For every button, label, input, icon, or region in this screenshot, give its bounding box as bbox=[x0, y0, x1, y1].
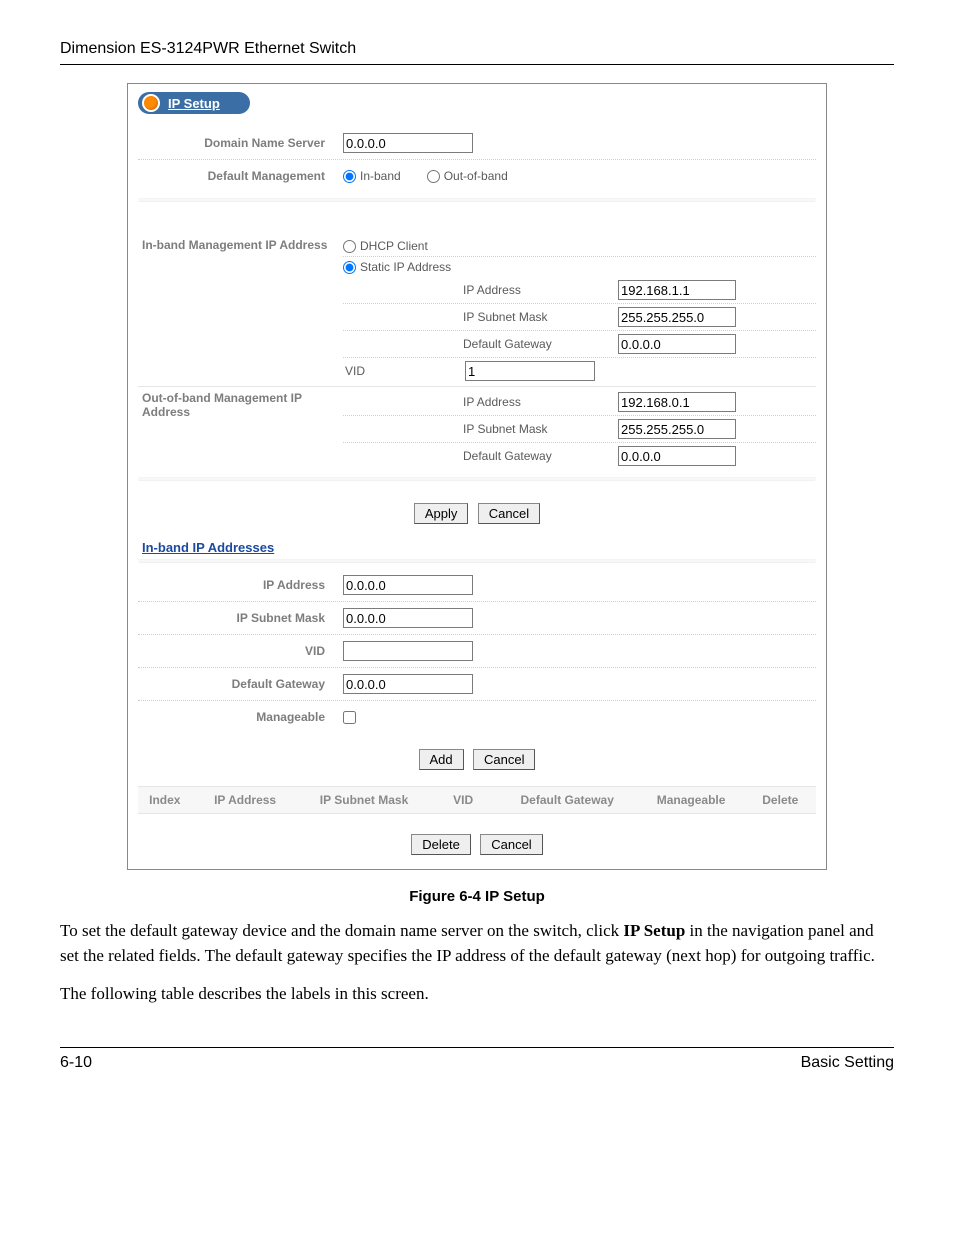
divider bbox=[138, 559, 816, 563]
radio-in-band-label: In-band bbox=[360, 169, 401, 183]
inband-ip-label: IP Address bbox=[463, 283, 618, 297]
th-index: Index bbox=[144, 793, 186, 807]
inband-addresses-title: In-band IP Addresses bbox=[128, 534, 826, 559]
addr-manageable-checkbox[interactable] bbox=[343, 711, 356, 724]
address-table-header: Index IP Address IP Subnet Mask VID Defa… bbox=[138, 786, 816, 814]
inband-vid-input[interactable] bbox=[465, 361, 595, 381]
th-delete: Delete bbox=[751, 793, 810, 807]
oob-ip-label: IP Address bbox=[463, 395, 618, 409]
inband-mask-input[interactable] bbox=[618, 307, 736, 327]
add-button[interactable]: Add bbox=[419, 749, 464, 770]
figure-caption: Figure 6-4 IP Setup bbox=[60, 888, 894, 905]
apply-button[interactable]: Apply bbox=[414, 503, 469, 524]
th-vid: VID bbox=[433, 793, 492, 807]
oob-gw-label: Default Gateway bbox=[463, 449, 618, 463]
th-gw: Default Gateway bbox=[503, 793, 632, 807]
radio-dhcp-label: DHCP Client bbox=[360, 239, 428, 253]
oob-mask-label: IP Subnet Mask bbox=[463, 422, 618, 436]
addr-vid-input[interactable] bbox=[343, 641, 473, 661]
oob-ip-input[interactable] bbox=[618, 392, 736, 412]
dns-input[interactable] bbox=[343, 133, 473, 153]
radio-static-input[interactable] bbox=[343, 261, 356, 274]
radio-static-label: Static IP Address bbox=[360, 260, 451, 274]
addr-gw-input[interactable] bbox=[343, 674, 473, 694]
para1-bold: IP Setup bbox=[623, 921, 685, 940]
cancel-button-3[interactable]: Cancel bbox=[480, 834, 542, 855]
dns-label: Domain Name Server bbox=[138, 136, 343, 150]
inband-gw-label: Default Gateway bbox=[463, 337, 618, 351]
th-mask: IP Subnet Mask bbox=[305, 793, 424, 807]
default-mgmt-label: Default Management bbox=[138, 169, 343, 183]
radio-static-ip[interactable]: Static IP Address bbox=[343, 260, 451, 274]
divider bbox=[138, 477, 816, 481]
oob-mgmt-label: Out-of-band Management IP Address bbox=[138, 389, 343, 419]
radio-out-of-band-label: Out-of-band bbox=[444, 169, 508, 183]
divider bbox=[138, 198, 816, 202]
body-paragraph-2: The following table describes the labels… bbox=[60, 982, 894, 1007]
radio-dhcp-input[interactable] bbox=[343, 240, 356, 253]
doc-header: Dimension ES-3124PWR Ethernet Switch bbox=[60, 40, 894, 65]
body-paragraph-1: To set the default gateway device and th… bbox=[60, 919, 894, 968]
radio-out-of-band[interactable]: Out-of-band bbox=[427, 169, 508, 183]
addr-mask-input[interactable] bbox=[343, 608, 473, 628]
addr-ip-label: IP Address bbox=[138, 578, 343, 592]
tab-label: IP Setup bbox=[168, 96, 220, 111]
addr-gw-label: Default Gateway bbox=[138, 677, 343, 691]
th-ip: IP Address bbox=[196, 793, 295, 807]
radio-dhcp-client[interactable]: DHCP Client bbox=[343, 239, 428, 253]
inband-ip-input[interactable] bbox=[618, 280, 736, 300]
tab-ip-setup[interactable]: IP Setup bbox=[138, 92, 250, 114]
oob-mask-input[interactable] bbox=[618, 419, 736, 439]
tab-bar: IP Setup bbox=[128, 84, 826, 117]
radio-out-of-band-input[interactable] bbox=[427, 170, 440, 183]
cancel-button-2[interactable]: Cancel bbox=[473, 749, 535, 770]
inband-mgmt-label: In-band Management IP Address bbox=[138, 236, 343, 252]
section-name: Basic Setting bbox=[801, 1054, 894, 1072]
page-footer: 6-10 Basic Setting bbox=[60, 1047, 894, 1072]
ip-setup-screenshot: IP Setup Domain Name Server Default Mana… bbox=[127, 83, 827, 870]
tab-dot-icon bbox=[142, 94, 160, 112]
th-manageable: Manageable bbox=[642, 793, 741, 807]
inband-vid-label: VID bbox=[343, 364, 465, 378]
addr-mask-label: IP Subnet Mask bbox=[138, 611, 343, 625]
delete-button[interactable]: Delete bbox=[411, 834, 471, 855]
oob-gw-input[interactable] bbox=[618, 446, 736, 466]
inband-mask-label: IP Subnet Mask bbox=[463, 310, 618, 324]
addr-vid-label: VID bbox=[138, 644, 343, 658]
addr-ip-input[interactable] bbox=[343, 575, 473, 595]
addr-manageable-label: Manageable bbox=[138, 710, 343, 724]
cancel-button-1[interactable]: Cancel bbox=[478, 503, 540, 524]
radio-in-band-input[interactable] bbox=[343, 170, 356, 183]
para1-a: To set the default gateway device and th… bbox=[60, 921, 623, 940]
page-number: 6-10 bbox=[60, 1054, 92, 1072]
radio-in-band[interactable]: In-band bbox=[343, 169, 401, 183]
inband-gw-input[interactable] bbox=[618, 334, 736, 354]
